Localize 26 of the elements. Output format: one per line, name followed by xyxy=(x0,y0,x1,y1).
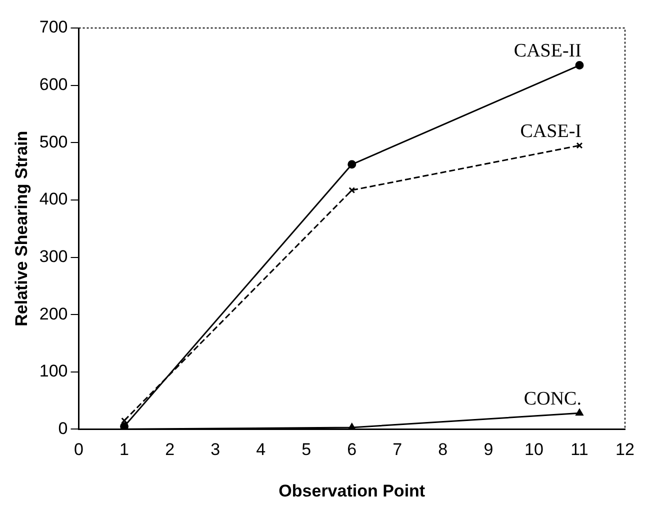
series-label: CONC. xyxy=(524,388,582,410)
x-tick-label: 12 xyxy=(616,440,634,460)
x-tick-label: 0 xyxy=(74,440,84,460)
x-tick-label: 6 xyxy=(347,440,357,460)
y-tick-label: 400 xyxy=(39,190,68,209)
y-tick-label: 500 xyxy=(39,132,68,152)
y-tick-label: 200 xyxy=(39,304,68,324)
x-tick-label: 2 xyxy=(165,440,175,460)
x-tick-label: 3 xyxy=(210,440,220,460)
x-tick-label: 1 xyxy=(120,440,130,460)
x-tick-label: 10 xyxy=(524,440,544,460)
y-tick-label: 700 xyxy=(39,18,68,37)
y-tick-label: 300 xyxy=(39,246,68,266)
series-label: CASE-II xyxy=(514,40,582,62)
x-tick-label: 9 xyxy=(484,440,494,460)
x-tick-label: 11 xyxy=(570,440,588,460)
x-axis-title: Observation Point xyxy=(278,481,426,500)
series-label: CASE-I xyxy=(520,120,582,142)
y-tick-label: 600 xyxy=(39,75,68,94)
x-tick-label: 4 xyxy=(256,440,266,460)
x-tick-label: 8 xyxy=(438,440,448,460)
x-tick-label: 5 xyxy=(302,440,312,460)
y-axis-title: Relative Shearing Strain xyxy=(12,130,31,326)
y-tick-label: 0 xyxy=(58,418,68,438)
y-tick-label: 100 xyxy=(39,362,68,381)
x-tick-label: 7 xyxy=(392,440,402,460)
